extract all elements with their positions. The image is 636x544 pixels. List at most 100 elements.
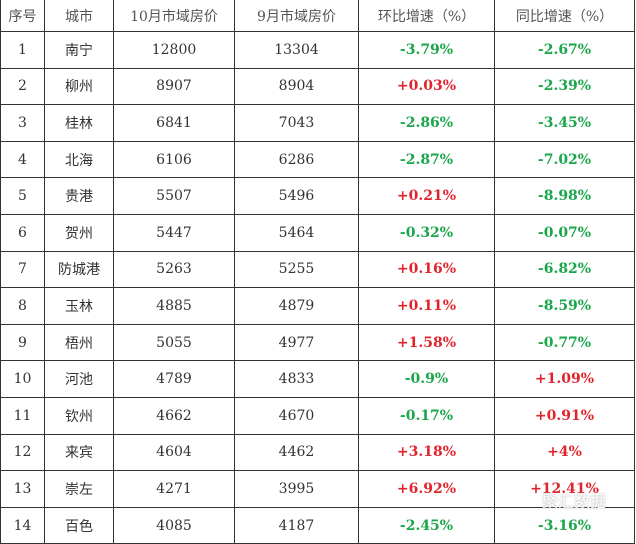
- table-row: 14 百色 4085 4187 -2.45% -3.16%: [0, 506, 635, 544]
- mom-change: -3.79%: [358, 31, 495, 69]
- row-index: 11: [0, 396, 45, 435]
- mom-change: -2.45%: [358, 506, 495, 544]
- sep-price: 5464: [234, 213, 359, 252]
- sep-price: 4977: [234, 323, 359, 362]
- mom-change: +1.58%: [358, 323, 495, 362]
- table-row: 10 河池 4789 4833 -0.9% +1.09%: [0, 360, 635, 398]
- mom-change: +0.03%: [358, 67, 495, 106]
- table-row: 3 桂林 6841 7043 -2.86% -3.45%: [0, 104, 635, 142]
- header-oct-price: 10月市域房价: [113, 0, 235, 32]
- sep-price: 4462: [234, 433, 359, 472]
- mom-change: +0.16%: [358, 250, 495, 289]
- mom-change: +6.92%: [358, 470, 495, 508]
- yoy-change: +1.09%: [494, 360, 635, 398]
- sep-price: 4879: [234, 287, 359, 325]
- yoy-change: -6.82%: [494, 250, 635, 289]
- yoy-change: -2.39%: [494, 67, 635, 106]
- row-index: 8: [0, 287, 45, 325]
- yoy-change: -0.07%: [494, 213, 635, 252]
- sep-price: 4187: [234, 506, 359, 544]
- table-row: 8 玉林 4885 4879 +0.11% -8.59%: [0, 287, 635, 325]
- header-row: 序号 城市 10月市域房价 9月市域房价 环比增速（%） 同比增速（%）: [0, 0, 635, 32]
- yoy-change: -7.02%: [494, 140, 635, 179]
- table-row: 2 柳州 8907 8904 +0.03% -2.39%: [0, 67, 635, 106]
- row-index: 10: [0, 360, 45, 398]
- sep-price: 8904: [234, 67, 359, 106]
- city: 河池: [44, 360, 114, 398]
- city: 贺州: [44, 213, 114, 252]
- mom-change: -0.9%: [358, 360, 495, 398]
- mom-change: +0.21%: [358, 177, 495, 215]
- yoy-change: -0.77%: [494, 323, 635, 362]
- table-row: 7 防城港 5263 5255 +0.16% -6.82%: [0, 250, 635, 289]
- sep-price: 7043: [234, 104, 359, 142]
- watermark: 聚汇数据: [541, 492, 606, 511]
- header-city: 城市: [44, 0, 114, 32]
- sep-price: 5496: [234, 177, 359, 215]
- oct-price: 4789: [113, 360, 235, 398]
- mom-change: -0.17%: [358, 396, 495, 435]
- header-yoy: 同比增速（%）: [494, 0, 635, 32]
- sep-price: 3995: [234, 470, 359, 508]
- yoy-change: -3.45%: [494, 104, 635, 142]
- yoy-change: +4%: [494, 433, 635, 472]
- table-row: 12 来宾 4604 4462 +3.18% +4%: [0, 433, 635, 472]
- city: 玉林: [44, 287, 114, 325]
- oct-price: 5263: [113, 250, 235, 289]
- oct-price: 4604: [113, 433, 235, 472]
- row-index: 14: [0, 506, 45, 544]
- oct-price: 12800: [113, 31, 235, 69]
- yoy-change: -3.16%: [494, 506, 635, 544]
- mom-change: +0.11%: [358, 287, 495, 325]
- row-index: 7: [0, 250, 45, 289]
- yoy-change: -8.98%: [494, 177, 635, 215]
- oct-price: 5447: [113, 213, 235, 252]
- oct-price: 6106: [113, 140, 235, 179]
- city: 桂林: [44, 104, 114, 142]
- table-row: 13 崇左 4271 3995 +6.92% +12.41%: [0, 470, 635, 508]
- table-row: 11 钦州 4662 4670 -0.17% +0.91%: [0, 396, 635, 435]
- row-index: 6: [0, 213, 45, 252]
- sep-price: 13304: [234, 31, 359, 69]
- city: 来宾: [44, 433, 114, 472]
- oct-price: 6841: [113, 104, 235, 142]
- row-index: 5: [0, 177, 45, 215]
- yoy-change: +0.91%: [494, 396, 635, 435]
- row-index: 4: [0, 140, 45, 179]
- oct-price: 5055: [113, 323, 235, 362]
- oct-price: 8907: [113, 67, 235, 106]
- oct-price: 5507: [113, 177, 235, 215]
- row-index: 9: [0, 323, 45, 362]
- city: 百色: [44, 506, 114, 544]
- yoy-change: +12.41%: [494, 470, 635, 508]
- mom-change: -2.86%: [358, 104, 495, 142]
- row-index: 12: [0, 433, 45, 472]
- sep-price: 4670: [234, 396, 359, 435]
- sep-price: 5255: [234, 250, 359, 289]
- city: 崇左: [44, 470, 114, 508]
- mom-change: -2.87%: [358, 140, 495, 179]
- city: 南宁: [44, 31, 114, 69]
- city: 北海: [44, 140, 114, 179]
- header-index: 序号: [0, 0, 45, 32]
- sep-price: 6286: [234, 140, 359, 179]
- yoy-change: -2.67%: [494, 31, 635, 69]
- row-index: 1: [0, 31, 45, 69]
- city: 钦州: [44, 396, 114, 435]
- table-row: 1 南宁 12800 13304 -3.79% -2.67%: [0, 31, 635, 69]
- header-sep-price: 9月市域房价: [234, 0, 359, 32]
- city: 防城港: [44, 250, 114, 289]
- mom-change: -0.32%: [358, 213, 495, 252]
- oct-price: 4885: [113, 287, 235, 325]
- city: 梧州: [44, 323, 114, 362]
- row-index: 2: [0, 67, 45, 106]
- oct-price: 4662: [113, 396, 235, 435]
- row-index: 13: [0, 470, 45, 508]
- oct-price: 4271: [113, 470, 235, 508]
- city: 柳州: [44, 67, 114, 106]
- yoy-change: -8.59%: [494, 287, 635, 325]
- header-mom: 环比增速（%）: [358, 0, 495, 32]
- city: 贵港: [44, 177, 114, 215]
- table-row: 4 北海 6106 6286 -2.87% -7.02%: [0, 140, 635, 179]
- row-index: 3: [0, 104, 45, 142]
